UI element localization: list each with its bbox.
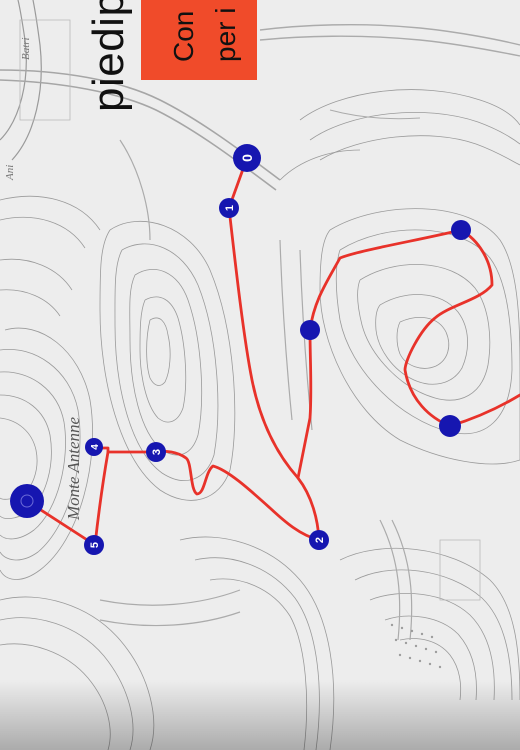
waypoint-5-marker[interactable] [84, 535, 104, 555]
road-label-2: Batri [20, 37, 32, 60]
waypoint-2-marker[interactable] [309, 530, 329, 550]
waypoint-5-label: 5 [89, 542, 101, 548]
road-label-1: Ani [4, 164, 16, 180]
waypoint-0-marker[interactable] [233, 144, 261, 172]
waypoint-1-marker[interactable] [219, 198, 239, 218]
notice-box[interactable] [141, 0, 257, 80]
waypoint-3-label: 3 [151, 449, 163, 455]
waypoint-4-label: 4 [90, 444, 101, 450]
waypoint-2-label: 2 [314, 537, 326, 543]
ridge-marker-a[interactable] [300, 320, 320, 340]
waypoint-3-marker[interactable] [146, 442, 166, 462]
waypoint-4-marker[interactable] [85, 438, 103, 456]
ridge-marker-c[interactable] [439, 415, 461, 437]
waypoint-0-label: 0 [239, 154, 255, 162]
notice-line-2: per i [210, 7, 241, 62]
mountain-label: Monte Antenne [64, 416, 83, 520]
page-title-fragment: piedip [84, 0, 133, 112]
notice-line-1: Con [168, 10, 199, 62]
start-marker[interactable] [10, 484, 44, 518]
start-marker-ring [20, 494, 34, 508]
ridge-marker-b[interactable] [451, 220, 471, 240]
waypoint-markers [10, 144, 471, 555]
waypoint-1-label: 1 [224, 205, 236, 211]
route-path [25, 156, 520, 547]
